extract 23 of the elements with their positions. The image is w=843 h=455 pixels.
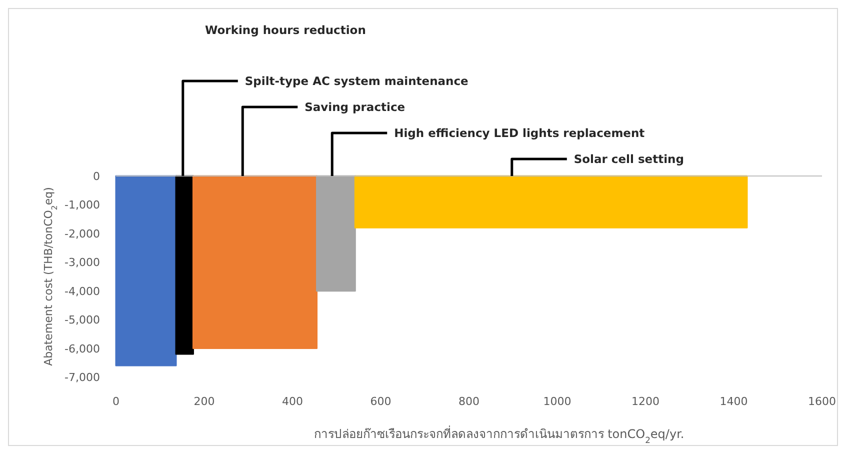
x-tick-label: 800 — [458, 395, 480, 408]
x-tick-label: 600 — [370, 395, 392, 408]
text: High efficiency LED lights replacement — [394, 126, 646, 140]
text: Saving practice — [304, 100, 406, 114]
x-tick-label: 0 — [112, 395, 120, 408]
x-tick-label: 400 — [282, 395, 303, 408]
y-tick-label: 0 — [93, 170, 100, 183]
y-tick-label: -7,000 — [64, 371, 100, 384]
y-tick-label: -6,000 — [64, 342, 100, 356]
series-label: Solar cell setting — [574, 152, 684, 166]
text: Spilt-type AC system maintenance — [244, 74, 469, 88]
x-axis-title: การปล่อยก๊าซเรือนกระจกที่ลดลงจากการดำเนินมาตรการ tonCO$_{2}$eq/yr. — [314, 425, 684, 445]
x-tick-label: 1200 — [632, 395, 660, 408]
x-tick-label: 200 — [194, 395, 215, 408]
y-tick-label: -4,000 — [64, 284, 100, 298]
y-tick-label: -3,000 — [64, 256, 100, 270]
x-tick-label: 1400 — [720, 395, 748, 408]
text: Working hours reduction — [205, 23, 366, 37]
y-tick-label: -5,000 — [64, 314, 100, 327]
x-tick-label: 1000 — [543, 395, 572, 408]
y-tick-label: -2,000 — [64, 227, 100, 240]
y-tick-label: -1,000 — [64, 198, 100, 212]
x-tick-label: 1600 — [808, 395, 836, 408]
